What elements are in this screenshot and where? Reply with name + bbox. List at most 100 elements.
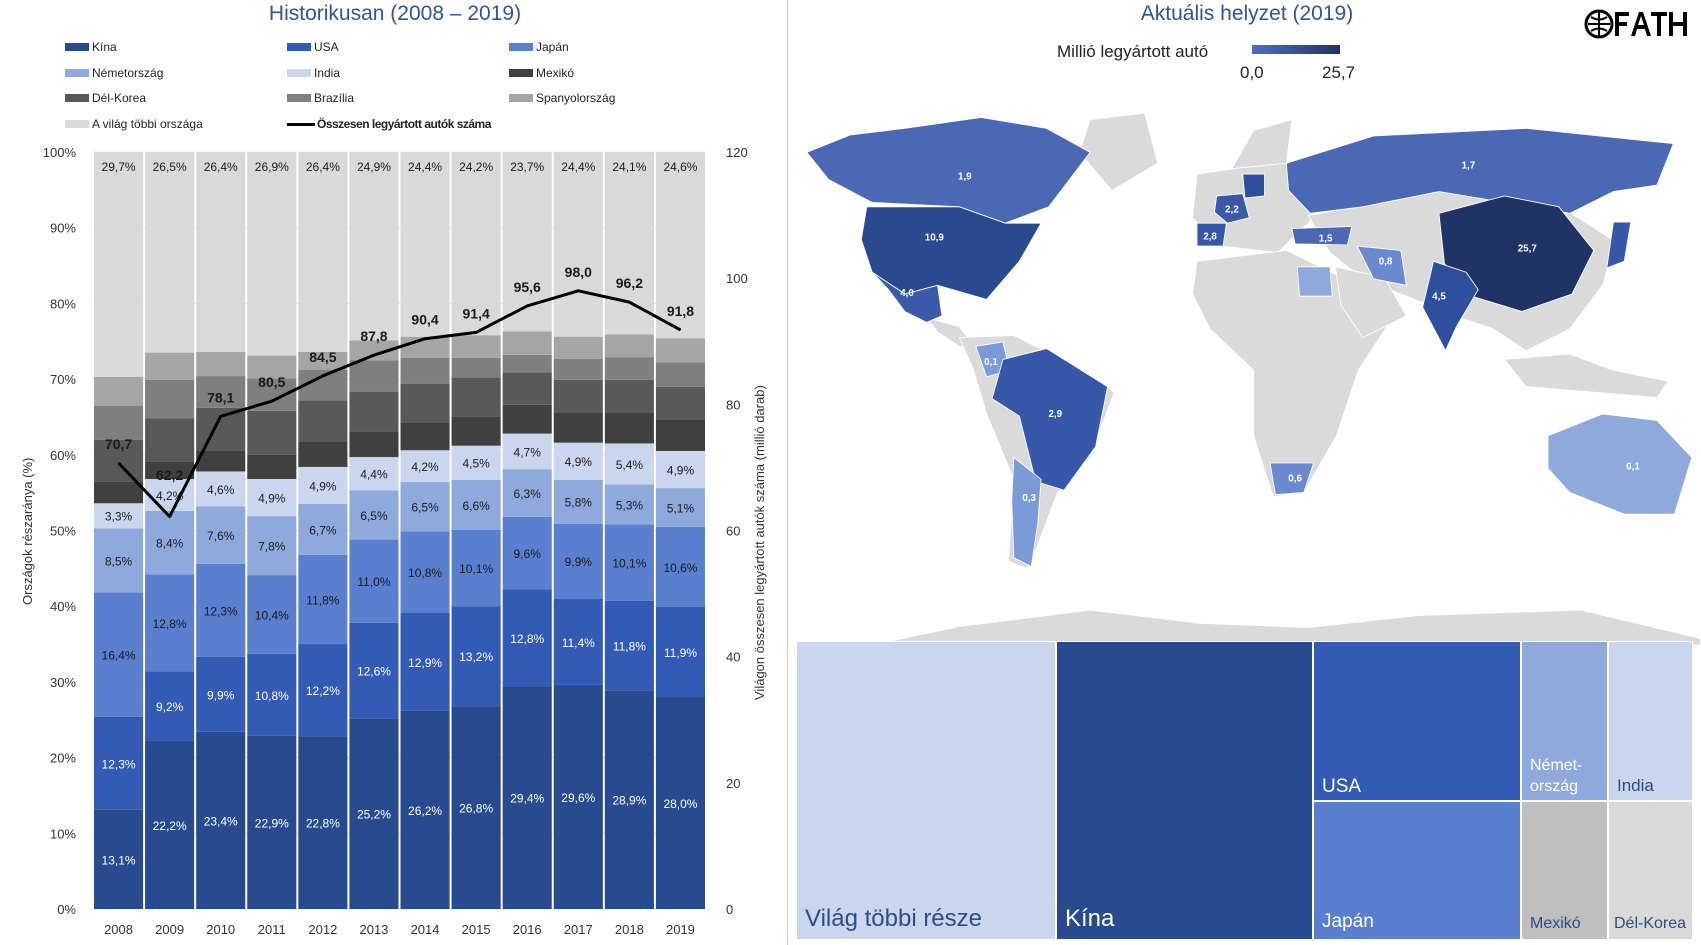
y2-tick-label: 100 xyxy=(726,271,748,286)
data-label: 9,2% xyxy=(156,700,184,714)
bar-segment-spanyolország xyxy=(451,335,501,358)
bar-segment-usa xyxy=(502,589,552,687)
bar-segment-japán xyxy=(451,529,501,607)
line-point xyxy=(475,331,477,333)
map-label-brazil: 2,9 xyxy=(1048,409,1062,420)
bar-segment-mexikó xyxy=(247,454,297,480)
map-label-canada: 1,9 xyxy=(958,172,972,183)
legend-label: Kína xyxy=(92,40,117,54)
x-tick-label: 2012 xyxy=(308,922,337,937)
legend-swatch xyxy=(509,94,533,102)
map-se-asia-islands xyxy=(1503,353,1669,399)
data-label: 24,4% xyxy=(408,160,442,174)
legend-item: Brazília xyxy=(287,91,354,105)
bar-segment-kína xyxy=(604,690,654,909)
bar-segment-dél-korea xyxy=(94,439,144,482)
y2-tick-label: 40 xyxy=(726,650,740,665)
x-tick-label: 2015 xyxy=(462,922,491,937)
bar-segment-németország xyxy=(247,516,297,576)
map-scandinavia xyxy=(1231,119,1293,170)
bar-segment-spanyolország xyxy=(247,355,297,379)
data-label: 25,2% xyxy=(357,808,391,822)
data-label: 4,6% xyxy=(207,483,235,497)
bar-segment-usa xyxy=(400,613,450,711)
y-tick-label: 90% xyxy=(50,221,76,236)
bar-segment-kína xyxy=(349,718,399,909)
data-label: 11,8% xyxy=(306,593,339,607)
map-france xyxy=(1213,193,1250,224)
map-label-mexico: 4,0 xyxy=(900,288,914,299)
data-label: 28,9% xyxy=(612,794,646,808)
bar-segment-dél-korea xyxy=(349,391,399,432)
bar-segment-németország xyxy=(145,510,195,575)
map-argentina xyxy=(1011,456,1042,568)
line-value-label: 78,1 xyxy=(207,389,234,405)
bar-segment-japán xyxy=(655,526,705,607)
bar-segment-japán xyxy=(502,516,552,590)
x-tick-label: 2008 xyxy=(104,922,133,937)
map-iran xyxy=(1356,245,1407,286)
data-label: 23,7% xyxy=(510,160,544,174)
data-label: 24,4% xyxy=(561,160,595,174)
line-point xyxy=(271,400,273,402)
legend-swatch xyxy=(509,43,533,51)
data-label: 23,4% xyxy=(204,814,238,828)
legend-swatch xyxy=(287,94,311,102)
bar-segment-a-világ-többi-országa xyxy=(451,152,501,336)
bar-segment-kína xyxy=(298,736,348,909)
legend-item: A világ többi országa xyxy=(65,117,203,131)
legend-label: Németország xyxy=(92,66,164,80)
bar-segment-brazília xyxy=(451,357,501,378)
bar-segment-kína xyxy=(451,706,501,909)
legend-label: Japán xyxy=(536,40,569,54)
bar-segment-dél-korea xyxy=(196,407,246,451)
x-tick-label: 2016 xyxy=(513,922,542,937)
x-tick-label: 2009 xyxy=(155,922,184,937)
legend-swatch xyxy=(509,69,533,77)
data-label: 4,9% xyxy=(667,464,695,478)
y2-tick-label: 120 xyxy=(726,145,748,160)
map-label-australia: 0,1 xyxy=(1626,462,1640,473)
map-label-russia: 1,7 xyxy=(1462,161,1476,172)
bar-segment-a-világ-többi-országa xyxy=(349,152,399,341)
bar-segment-kína xyxy=(247,735,297,909)
map-label-usa: 10,9 xyxy=(925,233,945,244)
line-point xyxy=(373,354,375,356)
treemap-tile-china: Kína xyxy=(1056,641,1313,940)
line-point xyxy=(526,305,528,307)
bar-segment-kína xyxy=(553,684,603,909)
map-spain xyxy=(1196,222,1227,247)
bar-segment-usa xyxy=(247,653,297,736)
bar-segment-brazília xyxy=(145,379,195,419)
x-tick-label: 2018 xyxy=(615,922,644,937)
bar-segment-india xyxy=(604,443,654,485)
bar-segment-spanyolország xyxy=(349,340,399,361)
bar-segment-usa xyxy=(349,622,399,719)
y-tick-label: 60% xyxy=(50,448,76,463)
y2-axis-label: Világon összesen legyártott autók száma … xyxy=(752,385,767,700)
data-label: 8,4% xyxy=(156,537,184,551)
data-label: 16,4% xyxy=(102,649,136,663)
bar-segment-india xyxy=(451,445,501,480)
y2-tick-label: 60 xyxy=(726,524,740,539)
legend-swatch xyxy=(287,69,311,77)
data-label: 26,2% xyxy=(408,804,442,818)
data-label: 7,8% xyxy=(258,540,286,554)
bar-segment-németország xyxy=(655,488,705,527)
bar-segment-kína xyxy=(196,731,246,909)
line-value-label: 96,2 xyxy=(616,275,643,291)
treemap-label: India xyxy=(1617,776,1654,795)
legend-item: India xyxy=(287,66,340,80)
x-tick-label: 2017 xyxy=(564,922,593,937)
bar-segment-mexikó xyxy=(94,481,144,504)
bar-segment-mexikó xyxy=(451,416,501,446)
bar-segment-kína xyxy=(655,697,705,909)
bar-segment-japán xyxy=(604,524,654,601)
legend-item: Japán xyxy=(509,40,569,54)
data-label: 12,9% xyxy=(408,656,442,670)
bar-segment-mexikó xyxy=(604,412,654,444)
map-antarctica xyxy=(872,609,1701,645)
data-label: 10,1% xyxy=(459,562,493,576)
data-label: 13,2% xyxy=(459,650,493,664)
data-label: 10,8% xyxy=(408,566,442,580)
